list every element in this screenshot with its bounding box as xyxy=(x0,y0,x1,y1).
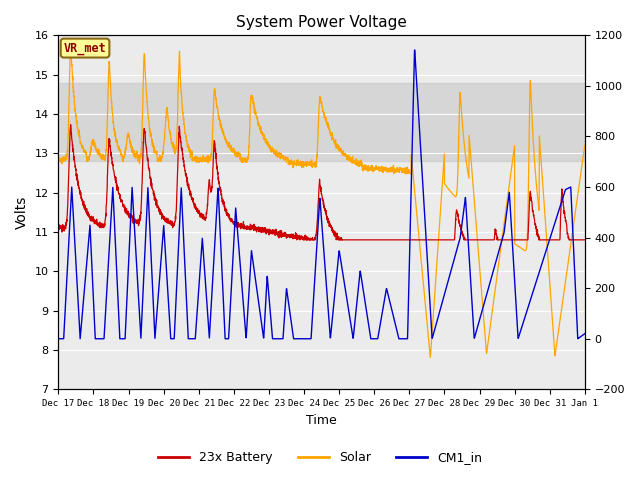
Title: System Power Voltage: System Power Voltage xyxy=(236,15,407,30)
Text: VR_met: VR_met xyxy=(63,42,106,55)
Legend: 23x Battery, Solar, CM1_in: 23x Battery, Solar, CM1_in xyxy=(153,446,487,469)
Bar xyxy=(58,83,585,161)
Y-axis label: Volts: Volts xyxy=(15,196,29,229)
X-axis label: Time: Time xyxy=(306,414,337,427)
